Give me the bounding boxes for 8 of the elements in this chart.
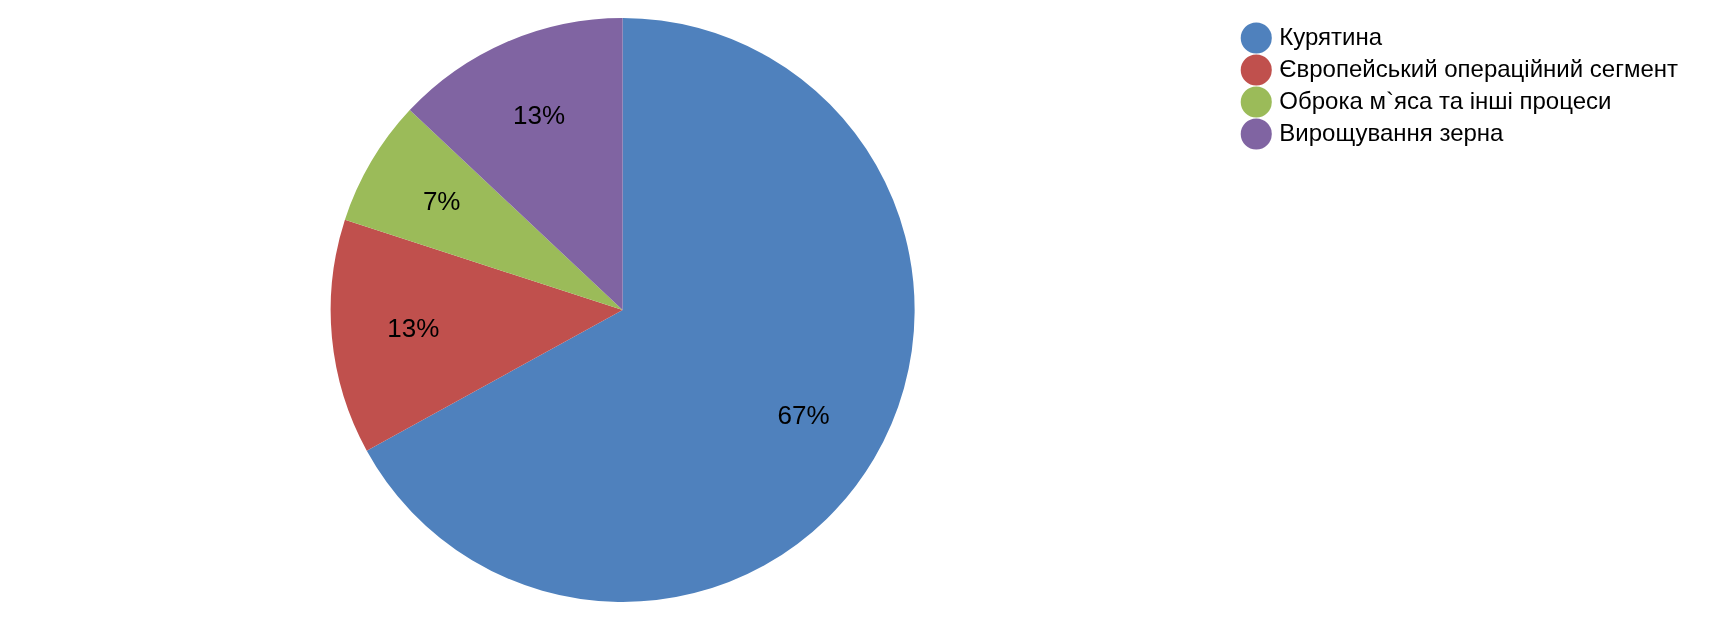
legend-label: Оброка м`яса та інші процеси bbox=[1279, 86, 1612, 114]
data-label: 13% bbox=[387, 312, 440, 343]
data-label: 13% bbox=[513, 100, 566, 131]
data-label: 67% bbox=[777, 400, 830, 431]
legend-label: Вирощування зерна bbox=[1279, 118, 1505, 146]
data-label: 7% bbox=[422, 186, 461, 217]
legend-label: Курятина bbox=[1279, 22, 1383, 50]
legend-label: Європейський операційний сегмент bbox=[1279, 54, 1679, 82]
